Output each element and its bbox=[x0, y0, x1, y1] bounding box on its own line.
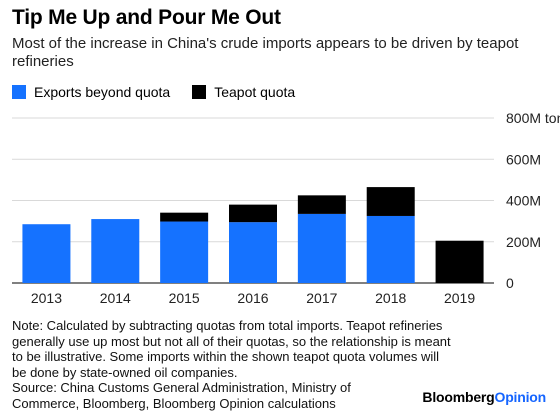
legend-item-teapot: Teapot quota bbox=[192, 84, 295, 100]
bar-exports-beyond-quota bbox=[366, 215, 415, 283]
x-tick-label: 2017 bbox=[306, 290, 337, 306]
x-tick-label: 2019 bbox=[444, 290, 475, 306]
y-tick-label: 400M bbox=[506, 193, 541, 209]
legend-swatch-teapot bbox=[192, 85, 207, 99]
bar-exports-beyond-quota bbox=[22, 224, 71, 283]
bar-teapot-quota bbox=[297, 195, 346, 214]
brand-part2: Opinion bbox=[494, 389, 547, 405]
chart-title: Tip Me Up and Pour Me Out bbox=[12, 6, 281, 29]
bar-exports-beyond-quota bbox=[160, 221, 209, 283]
brand-logo: BloombergOpinion bbox=[422, 389, 546, 405]
bar-exports-beyond-quota bbox=[91, 219, 140, 283]
y-tick-label: 200M bbox=[506, 234, 541, 250]
y-tick-label: 800M tons bbox=[506, 110, 560, 126]
chart-subtitle: Most of the increase in China's crude im… bbox=[12, 35, 519, 70]
legend-label-teapot: Teapot quota bbox=[214, 84, 296, 100]
chart-note: Note: Calculated by subtracting quotas f… bbox=[12, 318, 451, 380]
brand-part1: Bloomberg bbox=[422, 389, 495, 405]
bar-exports-beyond-quota bbox=[229, 222, 277, 283]
chart-source: Source: China Customs General Administra… bbox=[12, 380, 351, 411]
y-tick-label: 600M bbox=[506, 151, 541, 167]
x-tick-label: 2018 bbox=[375, 290, 406, 306]
bar-teapot-quota bbox=[435, 240, 484, 283]
legend-item-exports: Exports beyond quota bbox=[12, 84, 170, 100]
bar-teapot-quota bbox=[229, 204, 277, 223]
legend-swatch-exports bbox=[12, 85, 26, 99]
x-tick-label: 2013 bbox=[31, 290, 62, 306]
x-tick-label: 2016 bbox=[237, 290, 268, 306]
bar-teapot-quota bbox=[160, 212, 209, 222]
x-tick-label: 2014 bbox=[100, 290, 131, 306]
bar-exports-beyond-quota bbox=[297, 213, 346, 283]
x-tick-label: 2015 bbox=[169, 290, 200, 306]
legend-label-exports: Exports beyond quota bbox=[34, 84, 171, 100]
y-tick-label: 0 bbox=[506, 275, 514, 291]
legend: Exports beyond quota Teapot quota bbox=[12, 84, 317, 100]
bar-teapot-quota bbox=[366, 187, 415, 216]
